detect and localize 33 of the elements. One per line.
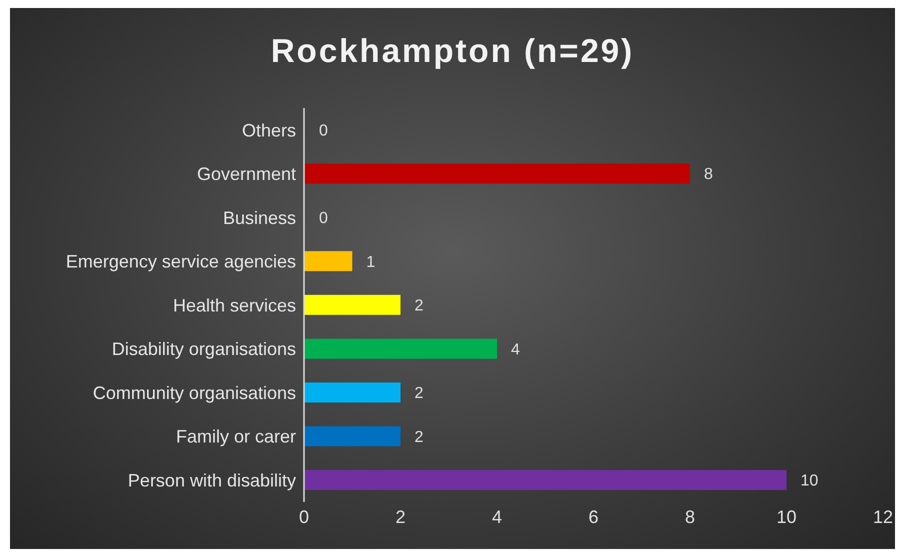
- data-label: 2: [414, 385, 424, 402]
- y-tick-label: Emergency service agencies: [66, 252, 296, 272]
- data-label: 0: [319, 210, 328, 227]
- data-label: 10: [800, 472, 818, 490]
- data-label: 1: [366, 254, 376, 271]
- x-tick-label: 8: [684, 506, 696, 527]
- bar: [304, 164, 690, 184]
- y-tick-label: Community organisations: [92, 382, 296, 403]
- y-tick-label: Family or carer: [176, 426, 296, 447]
- data-label: 8: [704, 166, 713, 184]
- x-tick-label: 10: [776, 506, 797, 527]
- bar: [304, 294, 400, 315]
- y-tick-label: Health services: [172, 295, 296, 316]
- data-label: 2: [414, 298, 424, 315]
- x-tick-label: 4: [492, 506, 502, 527]
- data-label: 0: [319, 122, 328, 140]
- x-tick-label: 12: [872, 506, 894, 527]
- y-tick-label: Others: [242, 120, 296, 140]
- bar: [304, 338, 497, 359]
- y-tick-label: Disability organisations: [112, 339, 296, 360]
- y-tick-label: Person with disability: [128, 470, 296, 490]
- bar: [304, 470, 786, 490]
- x-tick-label: 0: [298, 506, 310, 527]
- data-label: 2: [414, 428, 424, 446]
- bar: [304, 251, 352, 272]
- y-tick-label: Government: [196, 164, 296, 184]
- y-tick-label: Business: [222, 208, 296, 228]
- bar: [304, 426, 400, 446]
- data-label: 4: [511, 341, 520, 358]
- x-tick-label: 6: [588, 506, 599, 527]
- x-tick-label: 2: [395, 506, 406, 527]
- bar: [304, 382, 400, 402]
- chart-title: Rockhampton (n=29): [270, 32, 636, 70]
